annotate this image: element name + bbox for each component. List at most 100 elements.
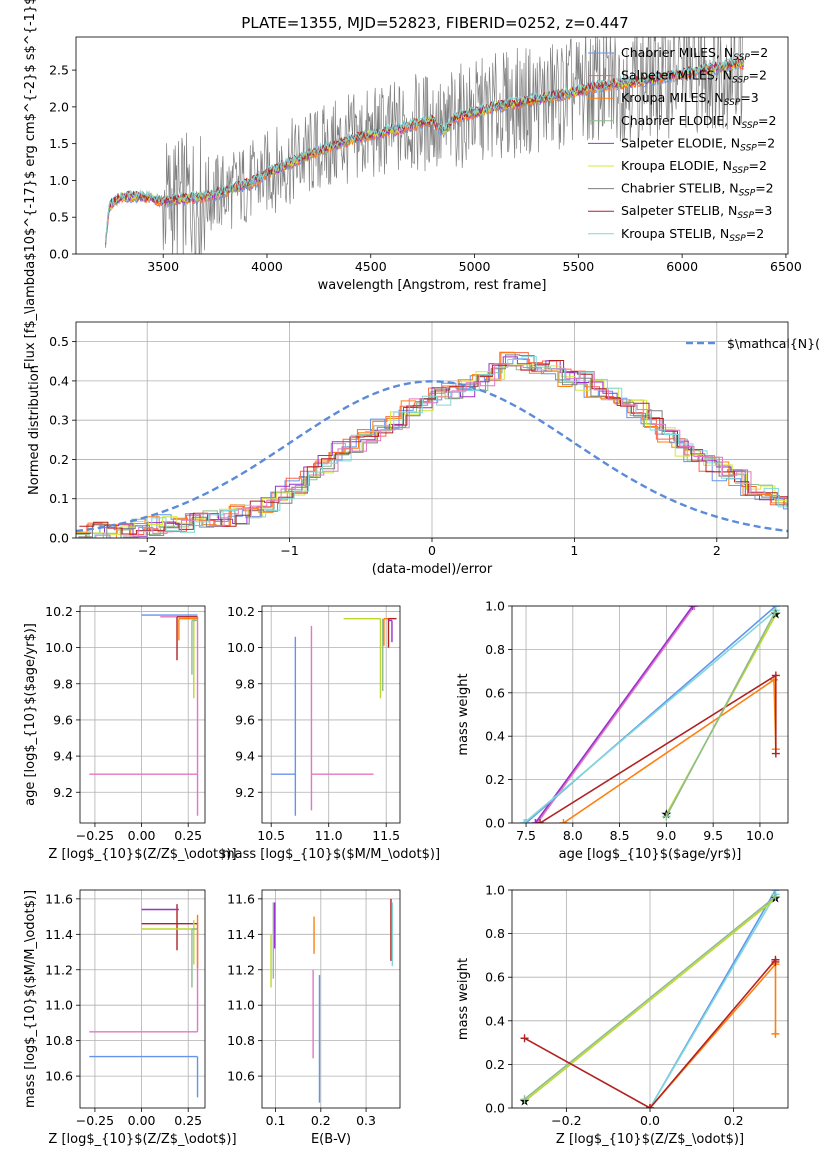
panel-age_vs_mass: 10.5 11.0 11.5 9.2 9.4 9.6 9.8 10.0 10.2 mass [lo… <box>222 604 440 862</box>
legend-label: Chabrier MILES, NSSP=2 <box>621 45 768 63</box>
y-tick-label: 10.6 <box>227 1069 255 1084</box>
x-axis-label: wavelength [Angstrom, rest frame] <box>318 278 547 293</box>
x-tick-label: 9.5 <box>703 828 723 843</box>
panel-age_vs_Z: −0.25 0.00 0.25 9.2 9.4 9.6 9.8 10.0 10.2 Z [log$… <box>23 604 237 862</box>
point-marker <box>771 671 780 680</box>
panel-mass_weight_vs_Z: ★★ −0.2 0.0 0.2 0.0 0.2 0.4 0.6 0.8 1.0 Z [log$_{1… <box>456 883 789 1147</box>
y-tick-label: 11.6 <box>227 891 255 906</box>
x-tick-label: 1 <box>570 543 578 558</box>
point-marker: ★ <box>770 608 782 623</box>
x-tick-label: 4000 <box>251 259 283 274</box>
x-axis-label: Z [log$_{10}$(Z/Z$_\odot$)] <box>48 847 236 862</box>
chart-panels: 3500 4000 4500 5000 5500 6000 6500 0.0 0.5 1.0 1.5… <box>23 0 819 1147</box>
series-line <box>523 898 777 1103</box>
y-tick-label: 0.0 <box>485 1101 505 1116</box>
axes-frame <box>261 605 401 824</box>
y-axis-label: mass weight <box>456 958 471 1040</box>
x-tick-label: 0.3 <box>356 1113 376 1128</box>
point-marker <box>771 892 780 901</box>
x-tick-label: 10.0 <box>746 828 774 843</box>
y-tick-label: 0.6 <box>485 685 505 700</box>
panel-mass_vs_EBV: 0.1 0.2 0.3 10.6 10.8 11.0 11.2 11.4 11.6 E(B-V) <box>227 889 401 1147</box>
y-tick-label: 9.8 <box>53 676 73 691</box>
y-tick-label: 0.5 <box>49 334 69 349</box>
x-tick-label: −2 <box>138 543 156 558</box>
x-tick-label: −0.25 <box>76 828 114 843</box>
x-tick-label: −1 <box>280 543 298 558</box>
legend-label: Kroupa MILES, NSSP=3 <box>621 90 759 108</box>
y-tick-label: 1.5 <box>49 136 69 151</box>
x-tick-label: 0.1 <box>266 1113 286 1128</box>
axes-frame <box>79 605 206 824</box>
x-tick-label: 0.25 <box>174 1113 202 1128</box>
y-tick-label: 2.0 <box>49 99 69 114</box>
point-marker <box>536 819 545 823</box>
axes-frame <box>511 605 789 824</box>
series-line <box>523 895 777 1100</box>
x-tick-label: 0 <box>428 543 436 558</box>
axes-frame <box>75 36 789 255</box>
plot-area <box>271 617 397 816</box>
x-tick-label: 11.5 <box>372 828 400 843</box>
residual-histogram <box>81 363 788 538</box>
y-tick-label: 0.3 <box>49 413 69 428</box>
y-tick-label: 11.4 <box>227 927 255 942</box>
x-axis-label: Z [log$_{10}$(Z/Z$_\odot$)] <box>48 1132 236 1147</box>
point-marker <box>771 957 780 966</box>
x-tick-label: 9.0 <box>656 828 676 843</box>
y-tick-label: 0.2 <box>485 1057 505 1072</box>
x-axis-label: (data-model)/error <box>372 562 493 577</box>
series-line <box>539 673 777 823</box>
x-tick-label: −0.2 <box>551 1113 581 1128</box>
plot-area <box>89 614 199 816</box>
legend-label: Kroupa STELIB, NSSP=2 <box>621 226 764 244</box>
residual-histogram <box>76 365 788 538</box>
x-axis-label: Z [log$_{10}$(Z/Z$_\odot$)] <box>556 1132 744 1147</box>
x-tick-label: 0.0 <box>640 1113 660 1128</box>
y-tick-label: 0.4 <box>49 373 69 388</box>
plot-area <box>270 898 394 1103</box>
panel-residuals: −2 −1 0 1 2 0.0 0.1 0.2 0.3 0.4 0.5 (data-model)/er… <box>27 321 819 577</box>
y-tick-label: 2.5 <box>49 63 69 78</box>
y-tick-label: 11.2 <box>227 962 255 977</box>
x-tick-label: 5500 <box>562 259 594 274</box>
plot-area <box>105 37 745 254</box>
x-tick-label: 0.25 <box>174 828 202 843</box>
x-tick-label: 0.00 <box>128 828 156 843</box>
y-tick-label: 0.4 <box>485 1013 505 1028</box>
y-tick-label: 9.6 <box>53 712 73 727</box>
legend-label: Kroupa ELODIE, NSSP=2 <box>621 158 767 176</box>
series-line <box>523 609 777 823</box>
y-tick-label: 10.0 <box>45 640 73 655</box>
point-marker <box>520 1095 529 1104</box>
plot-area <box>89 904 199 1098</box>
residual-histogram <box>76 351 788 538</box>
y-tick-label: 9.8 <box>235 676 255 691</box>
y-tick-label: 1.0 <box>485 599 505 614</box>
x-tick-label: 2 <box>713 543 721 558</box>
legend-label: Chabrier ELODIE, NSSP=2 <box>621 113 776 131</box>
plot-area: ★★ <box>519 890 781 1108</box>
axes-frame <box>261 889 401 1109</box>
panel-spectrum: 3500 4000 4500 5000 5500 6000 6500 0.0 0.5 1.0 1.5… <box>23 0 802 369</box>
y-tick-label: 9.2 <box>53 785 73 800</box>
y-axis-label: mass [log$_{10}$($M/M_\odot$)] <box>23 890 38 1108</box>
residual-histogram <box>79 360 788 535</box>
point-marker <box>771 1029 780 1038</box>
point-marker <box>770 608 779 617</box>
y-tick-label: 0.1 <box>49 491 69 506</box>
y-tick-label: 11.0 <box>227 998 255 1013</box>
x-tick-label: 0.00 <box>128 1113 156 1128</box>
point-marker <box>771 749 780 758</box>
y-axis-label: Normed distribution <box>27 365 42 495</box>
x-tick-label: 10.5 <box>257 828 285 843</box>
model-spectrum <box>105 56 744 243</box>
axes-frame <box>75 321 789 539</box>
y-tick-label: 0.4 <box>485 729 505 744</box>
y-tick-label: 1.0 <box>49 173 69 188</box>
y-tick-label: 11.2 <box>45 962 73 977</box>
y-tick-label: 9.6 <box>235 712 255 727</box>
y-tick-label: 10.8 <box>227 1033 255 1048</box>
legend-label: Salpeter STELIB, NSSP=3 <box>621 203 772 221</box>
